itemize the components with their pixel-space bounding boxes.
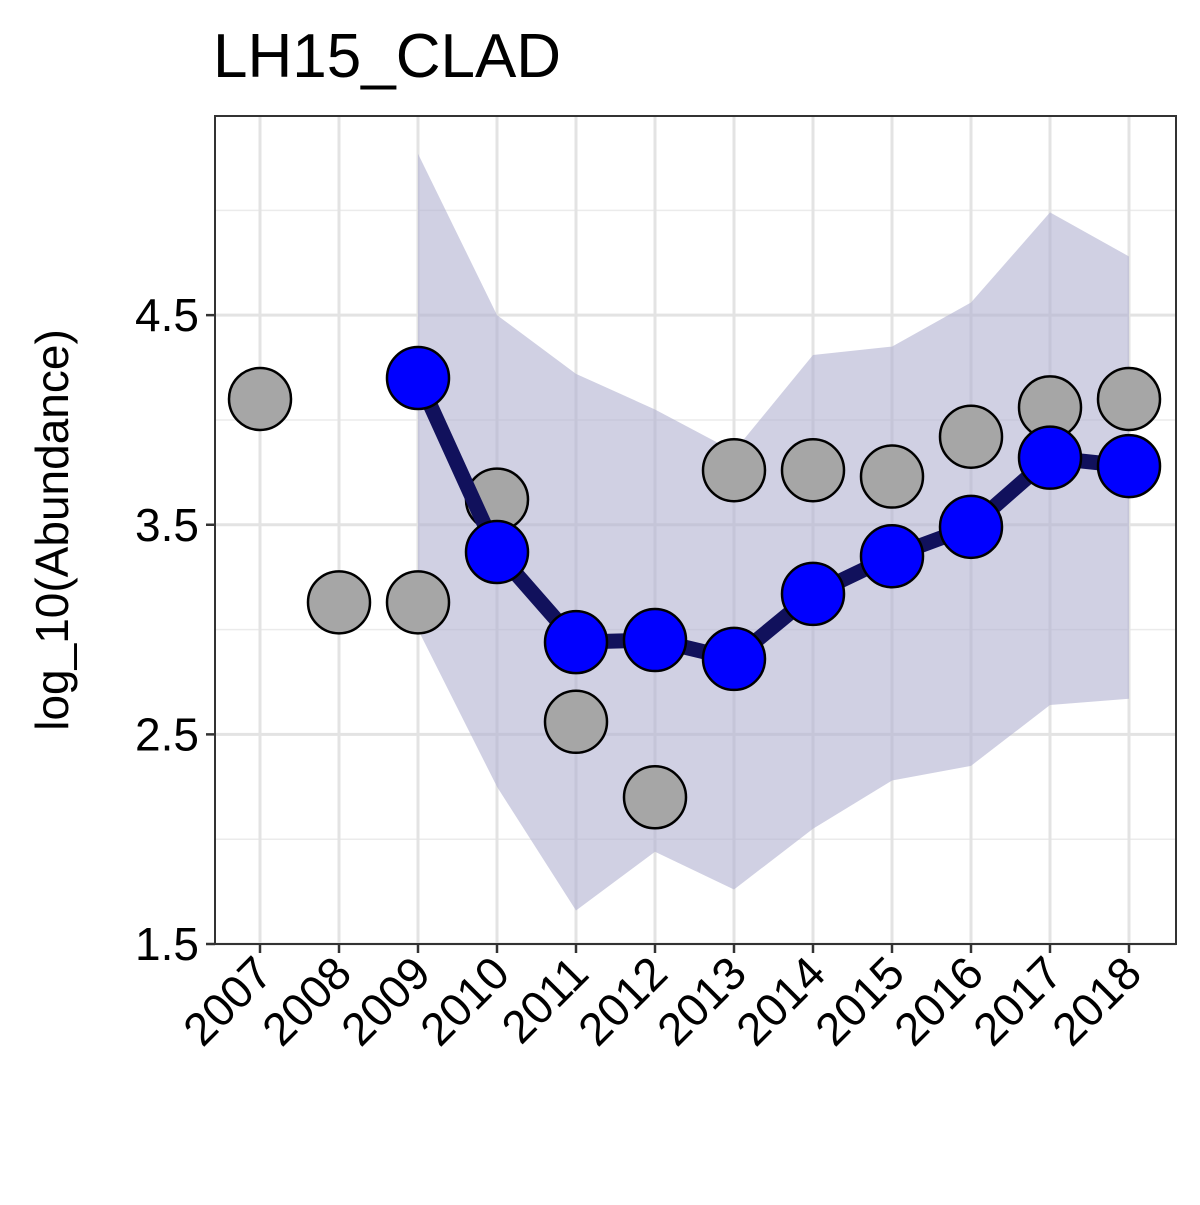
observed-point — [780, 438, 846, 503]
observed-point — [859, 444, 925, 509]
x-tick-label: 2012 — [568, 946, 677, 1055]
y-tick-label: 4.5 — [135, 289, 199, 341]
observed-point — [543, 689, 609, 755]
observed-point — [622, 765, 688, 830]
estimate-point — [543, 609, 609, 675]
y-tick-label: 2.5 — [135, 708, 199, 760]
observed-point — [227, 366, 293, 432]
estimate-point — [938, 494, 1004, 560]
x-tick-label: 2014 — [726, 946, 835, 1055]
observed-point — [938, 404, 1004, 469]
observed-point — [1096, 366, 1162, 432]
x-tick-label: 2009 — [331, 946, 440, 1055]
x-tick-label: 2015 — [805, 946, 914, 1055]
observed-point — [385, 570, 451, 635]
estimate-point — [1017, 425, 1083, 490]
estimate-point — [859, 523, 925, 589]
chart-title: LH15_CLAD — [213, 22, 561, 91]
estimate-point — [1096, 433, 1162, 499]
y-axis-title: log_10(Abundance) — [26, 329, 78, 731]
observed-point — [306, 570, 372, 635]
x-tick-label: 2016 — [884, 946, 993, 1055]
estimate-point — [385, 345, 451, 411]
x-tick-label: 2010 — [410, 946, 519, 1055]
x-tick-label: 2013 — [647, 946, 756, 1055]
x-tick-label: 2017 — [963, 946, 1072, 1055]
x-tick-label: 2011 — [491, 946, 598, 1053]
plot-area: 1.52.53.54.52007200820092010201120122013… — [135, 115, 1177, 1055]
estimate-point — [464, 519, 530, 585]
panel-border — [214, 115, 1177, 945]
estimate-point — [701, 626, 767, 692]
y-tick-label: 3.5 — [135, 499, 199, 551]
observed-point — [701, 438, 767, 503]
estimate-point — [780, 561, 846, 627]
x-tick-label: 2018 — [1042, 946, 1151, 1055]
estimate-line — [410, 370, 1137, 667]
estimate-point — [622, 607, 688, 673]
y-tick-label: 1.5 — [135, 918, 199, 970]
x-tick-label: 2008 — [252, 946, 361, 1055]
